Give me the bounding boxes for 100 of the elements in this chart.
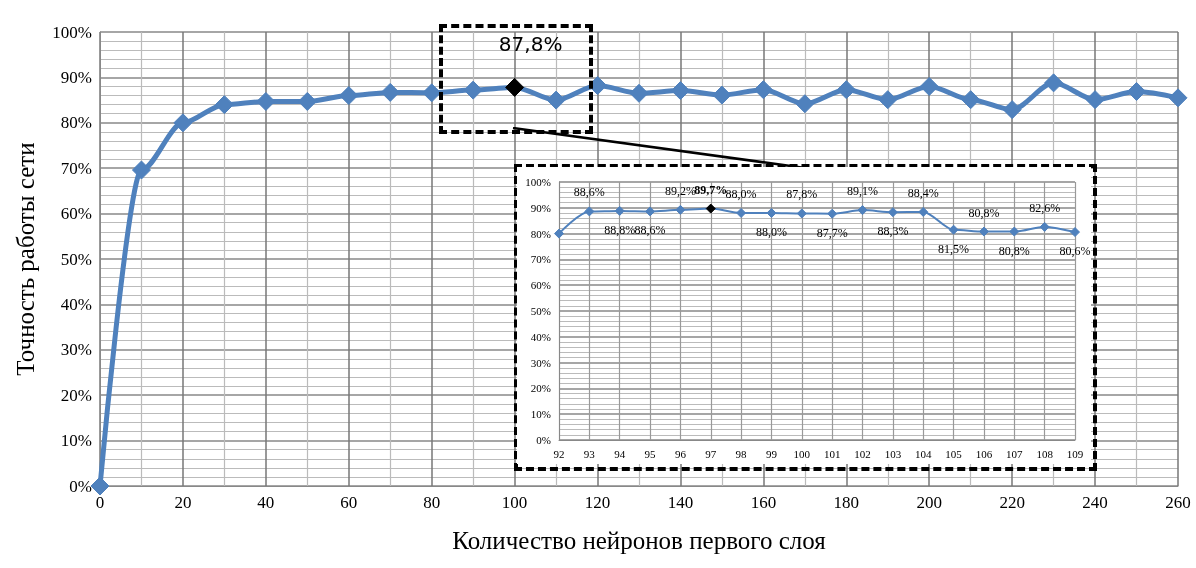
data-label: 88,4% [907,185,939,200]
point [1127,81,1147,101]
point [1044,73,1064,93]
point [1085,90,1105,110]
point [339,86,359,106]
y-tick-label: 70% [530,253,551,266]
point [645,206,656,217]
data-label: 88,3% [877,224,909,239]
data-label: 87,7% [816,225,848,240]
y-tick-label: 10% [530,408,551,421]
point [827,208,838,219]
y-tick-label: 80% [60,113,92,133]
data-label: 80,8% [998,243,1030,258]
x-tick-label: 160 [750,493,777,512]
data-label: 88,0% [755,224,787,239]
x-tick-label: 180 [833,493,860,512]
x-tick-label: 93 [583,447,596,460]
point [90,476,110,496]
point [1168,88,1188,108]
point [463,80,483,100]
x-tick-label: 106 [975,447,993,460]
x-tick-label: 105 [945,447,963,460]
y-tick-label: 100% [525,176,551,188]
point [256,91,276,111]
point [584,206,595,217]
annotation: 87,8% [498,32,563,57]
x-tick-label: 98 [735,447,748,460]
y-tick-label: 40% [530,330,551,343]
point [173,113,193,133]
x-tick-label: 80 [423,493,441,512]
x-tick-label: 140 [667,493,694,512]
point [214,95,234,115]
y-tick-label: 20% [60,385,92,405]
x-tick-label: 60 [340,493,358,512]
x-tick-label: 107 [1006,447,1024,460]
y-tick-label: 60% [530,279,551,292]
point [131,160,151,180]
y-tick-label: 20% [530,382,551,395]
data-label: 87,8% [786,187,818,202]
point [857,205,868,216]
point [675,204,686,215]
data-label: 88,8% [604,222,636,237]
x-tick-label: 99 [765,447,778,460]
point [1070,227,1080,238]
x-tick-label: 220 [999,493,1025,512]
x-tick-label: 96 [674,447,687,460]
x-tick-label: 120 [584,493,611,512]
point [961,90,981,110]
x-axis-title: Количество нейронов первого слоя [452,527,827,554]
y-tick-label: 10% [60,431,92,451]
x-tick-label: 240 [1082,493,1108,512]
y-tick-label: 40% [60,294,92,314]
x-tick-label: 94 [614,447,626,460]
point [554,228,564,239]
x-tick-label: 100 [501,493,528,512]
x-tick-label: 97 [705,447,717,460]
x-tick-label: 103 [884,447,902,460]
x-tick-label: 104 [914,447,932,460]
y-tick-label: 50% [530,305,551,317]
data-label: 80,8% [968,205,1000,220]
point [712,85,732,105]
point [1002,100,1022,120]
data-label: 89,1% [847,184,879,199]
x-tick-label: 95 [644,447,657,460]
y-tick-label: 70% [60,158,92,178]
point [795,94,815,114]
data-label: 81,5% [938,241,970,256]
point [380,82,400,102]
point [670,81,690,101]
point [505,77,525,97]
point [753,80,773,100]
x-tick-label: 108 [1036,447,1054,460]
data-label: 82,6% [1029,200,1061,215]
point [948,224,959,235]
y-tick-label: 80% [530,227,551,240]
y-tick-label: 90% [530,201,551,214]
point [878,90,898,110]
y-tick-label: 0% [536,434,551,446]
x-tick-label: 260 [1165,493,1191,512]
data-label: 80,6% [1059,244,1091,259]
point [422,83,442,103]
y-tick-label: 60% [60,204,92,224]
point [919,76,939,96]
y-tick-label: 30% [530,356,551,369]
point [1009,226,1020,237]
point [978,226,989,237]
point [614,205,625,216]
point [918,206,929,217]
point [766,207,777,218]
x-tick-label: 92 [553,447,565,460]
x-tick-label: 101 [823,447,841,460]
y-tick-label: 100% [52,22,92,42]
y-tick-label: 90% [60,67,92,87]
point [1039,221,1050,232]
data-label: 88,6% [573,185,605,200]
x-tick-label: 109 [1066,447,1084,460]
point [629,83,649,103]
x-tick-label: 20 [174,493,192,512]
y-axis-title: Точность работы сети [12,142,39,376]
y-tick-label: 30% [60,340,92,360]
